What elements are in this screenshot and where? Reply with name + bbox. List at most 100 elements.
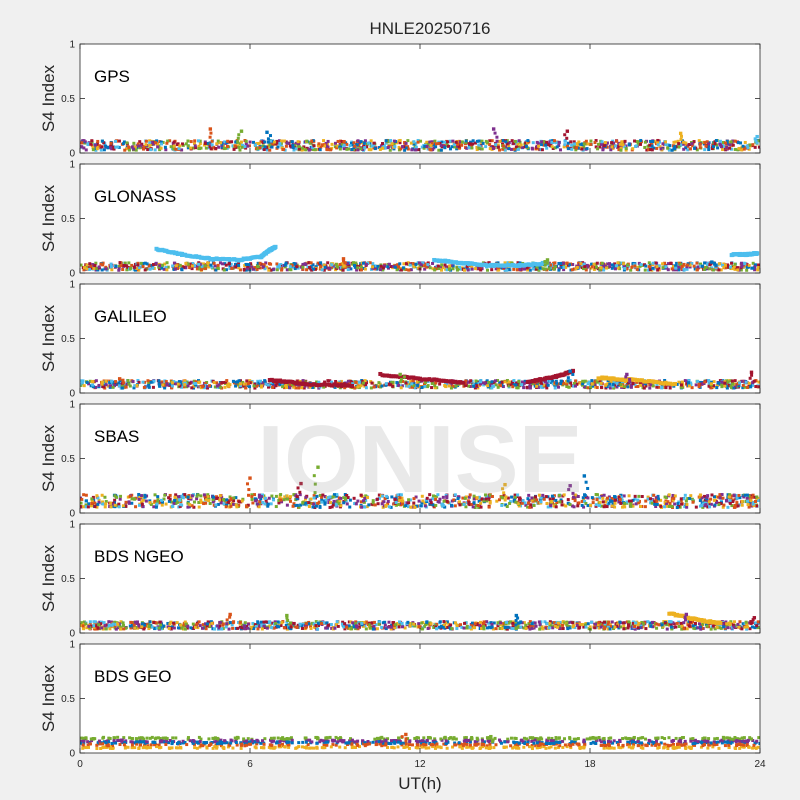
- peak-point: [584, 480, 588, 484]
- data-point: [703, 380, 707, 384]
- data-point: [109, 146, 113, 150]
- data-point: [707, 142, 711, 146]
- data-point: [428, 493, 432, 497]
- data-point: [414, 148, 418, 152]
- data-point: [548, 140, 552, 144]
- data-point: [740, 499, 744, 503]
- data-point: [338, 143, 342, 147]
- peak-point: [208, 135, 212, 139]
- data-point: [436, 493, 440, 497]
- peak-point: [398, 372, 402, 377]
- data-point: [626, 263, 630, 267]
- data-point: [243, 145, 247, 149]
- data-point: [714, 266, 718, 270]
- data-point: [469, 142, 473, 146]
- data-point: [263, 496, 267, 500]
- data-point: [723, 384, 727, 388]
- track-point: [314, 383, 319, 388]
- data-point: [302, 386, 306, 390]
- data-point: [622, 268, 626, 272]
- data-point: [485, 268, 489, 272]
- data-point: [138, 503, 142, 507]
- data-point: [428, 147, 432, 151]
- data-point: [508, 501, 512, 505]
- data-point: [573, 499, 577, 503]
- data-point: [217, 145, 221, 149]
- data-point: [701, 505, 705, 509]
- data-point: [703, 148, 707, 152]
- data-point: [598, 145, 602, 149]
- data-point: [88, 379, 92, 383]
- data-point: [317, 142, 321, 146]
- data-point: [311, 267, 315, 271]
- data-point: [629, 499, 633, 503]
- track-point: [286, 379, 291, 384]
- data-point: [301, 262, 305, 266]
- data-point: [258, 261, 262, 265]
- data-point: [311, 139, 315, 143]
- data-point: [473, 497, 477, 501]
- data-point: [564, 265, 568, 269]
- data-point: [411, 262, 415, 266]
- peak-point: [755, 141, 759, 145]
- data-point: [745, 144, 749, 148]
- data-point: [139, 261, 143, 265]
- data-point: [603, 264, 607, 268]
- data-point: [599, 266, 603, 270]
- data-point: [395, 264, 399, 268]
- data-point: [166, 139, 170, 143]
- data-point: [248, 379, 252, 383]
- data-point: [655, 385, 659, 389]
- data-point: [508, 261, 512, 265]
- data-point: [377, 496, 381, 500]
- data-point: [117, 505, 121, 509]
- data-point: [729, 497, 733, 501]
- data-point: [253, 386, 257, 390]
- data-point: [209, 263, 213, 267]
- data-point: [605, 496, 609, 500]
- data-point: [495, 379, 499, 383]
- data-point: [728, 493, 732, 497]
- data-point: [93, 501, 97, 505]
- data-point: [91, 148, 95, 152]
- data-point: [80, 505, 82, 509]
- data-point: [338, 145, 342, 149]
- data-point: [471, 142, 475, 146]
- data-point: [697, 382, 701, 386]
- data-point: [688, 496, 692, 500]
- data-point: [496, 261, 500, 265]
- data-point: [113, 501, 117, 505]
- data-point: [135, 383, 139, 387]
- data-point: [545, 146, 549, 150]
- data-point: [664, 499, 668, 503]
- data-point: [546, 505, 550, 509]
- data-point: [124, 500, 128, 504]
- data-point: [747, 505, 751, 509]
- data-point: [477, 146, 481, 150]
- peak-point: [313, 482, 317, 486]
- data-point: [440, 268, 444, 272]
- data-point: [707, 500, 711, 504]
- data-point: [100, 380, 104, 384]
- data-point: [414, 495, 418, 499]
- data-point: [512, 267, 516, 271]
- data-point: [540, 140, 544, 144]
- data-point: [505, 142, 509, 146]
- data-point: [703, 494, 707, 498]
- track-point: [415, 376, 420, 381]
- data-point: [523, 501, 527, 505]
- data-point: [325, 147, 329, 151]
- data-point: [542, 143, 546, 147]
- peak-point: [749, 370, 754, 374]
- data-point: [97, 383, 101, 387]
- data-point: [80, 379, 84, 383]
- data-point: [550, 494, 554, 498]
- data-point: [731, 139, 735, 143]
- data-point: [232, 499, 236, 503]
- data-point: [140, 502, 144, 506]
- data-point: [704, 503, 708, 507]
- data-point: [213, 264, 217, 268]
- data-point: [455, 147, 459, 151]
- data-point: [590, 496, 594, 500]
